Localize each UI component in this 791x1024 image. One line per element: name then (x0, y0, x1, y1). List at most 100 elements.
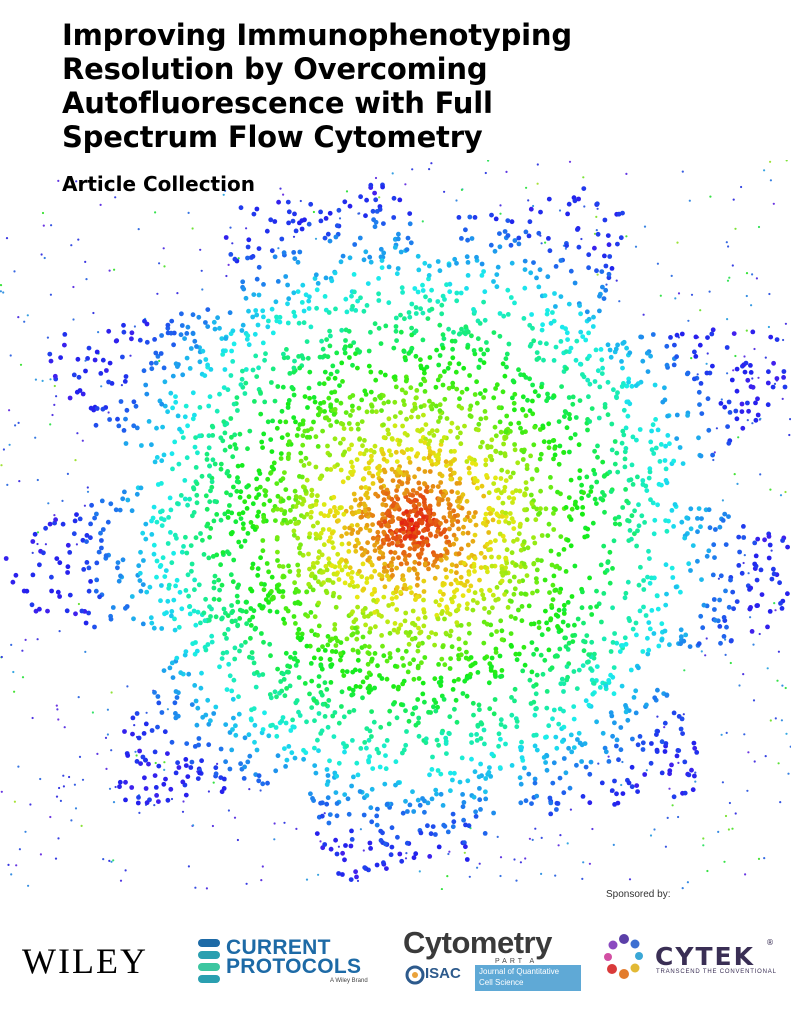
art-dot (414, 571, 420, 577)
art-dot (316, 579, 321, 585)
art-dot (196, 314, 202, 320)
art-dot (208, 526, 214, 531)
art-dot (162, 247, 165, 250)
art-dot (566, 395, 572, 400)
art-dot (382, 781, 388, 787)
art-dot (781, 684, 784, 687)
art-dot (506, 341, 512, 347)
art-dot (463, 822, 468, 828)
art-dot (249, 707, 254, 713)
art-dot (731, 606, 736, 612)
art-dot (245, 882, 248, 885)
art-dot (469, 333, 474, 339)
art-dot (479, 273, 485, 278)
art-dot (99, 545, 104, 551)
art-dot (451, 594, 457, 600)
art-dot (0, 290, 2, 293)
art-dot (460, 530, 466, 536)
art-dot (229, 510, 235, 516)
art-dot (620, 643, 626, 648)
art-dot (403, 798, 408, 804)
art-dot (237, 648, 242, 654)
art-dot (321, 580, 326, 585)
art-dot (594, 604, 599, 609)
art-dot (53, 514, 56, 517)
art-dot (478, 550, 484, 556)
art-dot (507, 578, 513, 584)
art-dot (644, 488, 650, 493)
art-dot (190, 513, 195, 519)
art-dot (538, 209, 543, 215)
art-dot (539, 558, 544, 563)
art-dot (243, 380, 249, 386)
art-dot (393, 315, 399, 321)
art-dot (404, 857, 408, 860)
art-dot (296, 354, 301, 359)
art-dot (447, 542, 453, 548)
art-dot (151, 504, 157, 510)
art-dot (522, 765, 527, 771)
art-dot (351, 491, 357, 497)
art-dot (693, 334, 699, 340)
art-dot (420, 680, 426, 686)
art-dot (393, 759, 399, 765)
art-dot (170, 405, 176, 411)
art-dot (316, 600, 321, 606)
art-dot (51, 413, 54, 417)
art-dot (603, 749, 609, 755)
art-dot (768, 292, 771, 296)
art-dot (619, 359, 624, 364)
art-dot (663, 726, 666, 729)
art-dot (504, 351, 510, 357)
art-dot (749, 629, 755, 634)
art-dot (327, 812, 333, 817)
art-dot (469, 456, 474, 462)
art-dot (781, 397, 784, 400)
art-dot (280, 715, 286, 720)
art-dot (531, 733, 537, 738)
art-dot (664, 845, 668, 848)
art-dot (586, 265, 591, 271)
art-dot (634, 783, 640, 788)
art-dot (304, 339, 310, 344)
art-dot (461, 800, 467, 805)
art-dot (555, 613, 561, 619)
art-dot (326, 310, 332, 315)
art-dot (115, 565, 120, 571)
art-dot (322, 513, 327, 519)
art-dot (758, 567, 764, 573)
art-dot (762, 537, 767, 543)
art-dot (590, 324, 596, 329)
art-dot (615, 342, 620, 348)
art-dot (464, 254, 470, 260)
art-dot (666, 816, 669, 820)
art-dot (185, 423, 191, 429)
art-dot (297, 249, 303, 255)
art-dot (639, 334, 645, 340)
art-dot (137, 570, 143, 576)
art-dot (370, 208, 376, 214)
art-dot (439, 497, 445, 503)
art-dot (579, 482, 584, 488)
art-dot (713, 527, 718, 532)
art-dot (777, 650, 781, 653)
art-dot (339, 567, 345, 573)
art-dot (280, 589, 286, 594)
art-dot (621, 381, 626, 386)
art-dot (335, 638, 340, 644)
art-dot (275, 384, 281, 389)
art-dot (117, 784, 122, 790)
art-dot (492, 697, 498, 702)
art-dot (727, 245, 730, 248)
art-dot (158, 351, 164, 356)
art-dot (269, 306, 275, 312)
art-dot (94, 577, 100, 583)
art-dot (268, 723, 273, 729)
art-dot (777, 762, 780, 765)
art-dot (456, 603, 462, 609)
art-dot (538, 451, 544, 457)
art-dot (378, 254, 384, 260)
art-dot (100, 357, 106, 363)
art-dot (9, 354, 12, 357)
art-dot (606, 242, 612, 248)
